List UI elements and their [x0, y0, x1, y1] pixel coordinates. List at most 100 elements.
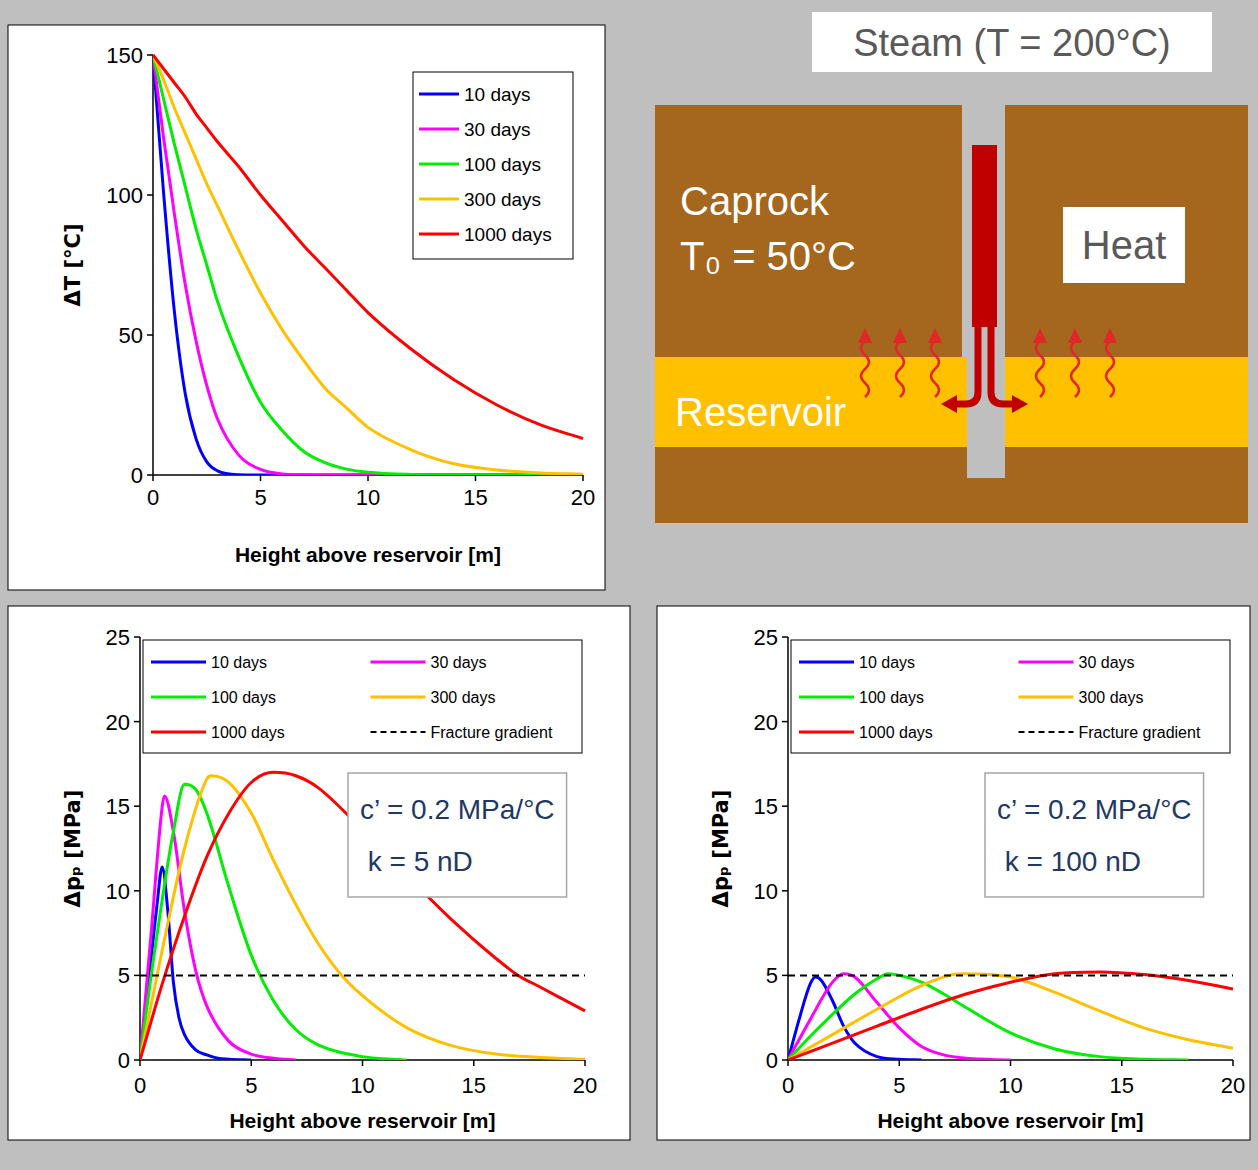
reservoir-layer — [655, 357, 1248, 447]
x-tick-label: 0 — [782, 1073, 794, 1098]
y-axis-title: ΔT [°C] — [61, 224, 85, 307]
y-tick — [134, 1059, 140, 1061]
legend-swatch — [419, 163, 459, 166]
x-tick — [899, 1060, 901, 1066]
y-tick-label: 0 — [766, 1048, 778, 1073]
y-tick-label: 15 — [754, 794, 778, 819]
annotation-text: c’ = 0.2 MPa/°C — [997, 794, 1192, 825]
x-tick — [1232, 1060, 1234, 1066]
series-group — [788, 972, 1233, 1060]
y-tick-label: 100 — [106, 183, 143, 208]
chart-panel: 051015202505101520Height above reservoir… — [8, 606, 630, 1140]
y-tick-label: 5 — [766, 963, 778, 988]
y-tick — [782, 805, 788, 807]
legend-swatch — [371, 661, 426, 664]
legend-label: 1000 days — [464, 224, 552, 245]
heat-arrow — [931, 341, 939, 397]
annotation: c’ = 0.2 MPa/°C k = 100 nD — [985, 773, 1204, 897]
x-tick-label: 0 — [134, 1073, 146, 1098]
steam-label: Steam (T = 200°C) — [853, 22, 1171, 64]
series-line — [153, 55, 583, 475]
series-line — [788, 972, 1233, 1060]
y-tick — [147, 474, 153, 476]
legend-box — [791, 640, 1230, 753]
heat-arrow — [1106, 341, 1114, 397]
legend-swatch — [419, 198, 459, 201]
y-tick — [134, 636, 140, 638]
legend-swatch — [1019, 661, 1074, 664]
y-tick — [134, 975, 140, 977]
heat-arrowhead — [1068, 328, 1082, 343]
legend-swatch — [371, 731, 426, 733]
y-tick — [782, 721, 788, 723]
y-tick — [134, 805, 140, 807]
y-axis — [152, 55, 154, 475]
y-tick-label: 10 — [754, 879, 778, 904]
legend-swatch — [799, 696, 854, 699]
legend-label: 10 days — [859, 654, 915, 671]
rock-formation — [655, 105, 1248, 523]
x-tick-label: 20 — [571, 485, 595, 510]
y-tick — [147, 194, 153, 196]
y-tick-label: 0 — [131, 463, 143, 488]
x-tick — [473, 1060, 475, 1066]
x-tick-label: 15 — [1110, 1073, 1134, 1098]
legend-label: 300 days — [1079, 689, 1144, 706]
diagram: Steam (T = 200°C)CaprockT₀ = 50°CHeatRes… — [655, 12, 1248, 523]
wellbore — [967, 355, 1005, 478]
y-tick — [782, 975, 788, 977]
y-tick-label: 20 — [754, 710, 778, 735]
heat-arrowhead — [928, 328, 942, 343]
series-line — [140, 776, 585, 1060]
heat-arrowhead — [1033, 328, 1047, 343]
x-tick — [1121, 1060, 1123, 1066]
y-tick — [782, 636, 788, 638]
chart-panel: 051015202505101520Height above reservoir… — [657, 606, 1250, 1140]
injection-arrow — [955, 320, 978, 404]
series-line — [153, 55, 583, 474]
panel-frame — [657, 606, 1250, 1140]
heat-arrow — [861, 341, 869, 397]
annotation-box — [348, 773, 567, 897]
temperature-label: T₀ = 50°C — [680, 234, 856, 278]
legend-box — [413, 72, 573, 259]
x-tick-label: 20 — [573, 1073, 597, 1098]
series-line — [788, 974, 1233, 976]
steam-pipe — [972, 145, 997, 327]
heat-arrow — [896, 341, 904, 397]
legend: 10 days30 days100 days300 days1000 days — [413, 72, 573, 259]
legend-label: 30 days — [464, 119, 531, 140]
x-tick-label: 5 — [893, 1073, 905, 1098]
y-tick-label: 15 — [106, 794, 130, 819]
x-tick-label: 15 — [462, 1073, 486, 1098]
heat-arrowhead — [858, 328, 872, 343]
x-tick-label: 0 — [147, 485, 159, 510]
x-tick-label: 10 — [998, 1073, 1022, 1098]
y-tick-label: 10 — [106, 879, 130, 904]
legend-label: 100 days — [211, 689, 276, 706]
background — [0, 0, 1258, 1170]
figure: 05010015005101520Height above reservoir … — [0, 0, 1258, 1170]
legend-label: Fracture gradient — [1079, 724, 1201, 741]
heat-arrow — [1071, 341, 1079, 397]
series-line — [153, 55, 583, 439]
legend-swatch — [371, 696, 426, 699]
heat-arrowhead — [1103, 328, 1117, 343]
x-tick-label: 10 — [350, 1073, 374, 1098]
x-tick — [362, 1060, 364, 1066]
series-line — [788, 974, 1233, 1060]
injection-arrowhead — [941, 395, 957, 413]
x-tick — [584, 1060, 586, 1066]
legend-label: Fracture gradient — [431, 724, 553, 741]
y-tick-label: 150 — [106, 43, 143, 68]
y-tick-label: 25 — [106, 625, 130, 650]
panel-frame — [8, 25, 605, 590]
y-tick-label: 5 — [118, 963, 130, 988]
legend-swatch — [151, 731, 206, 734]
x-tick — [152, 475, 154, 481]
caprock-label: Caprock — [680, 179, 830, 223]
legend-label: 30 days — [431, 654, 487, 671]
wellbore-gap — [962, 105, 1005, 357]
annotation-text: c’ = 0.2 MPa/°C — [360, 794, 555, 825]
x-axis-title: Height above reservoir [m] — [877, 1109, 1143, 1132]
